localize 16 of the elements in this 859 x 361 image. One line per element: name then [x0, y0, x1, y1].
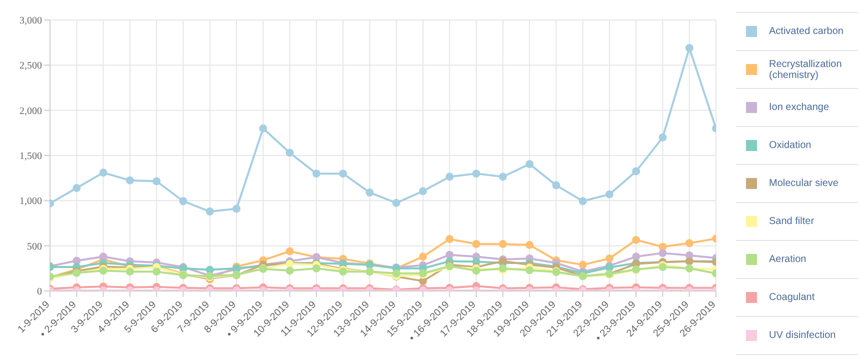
y-tick-label: 1,000: [20, 196, 42, 208]
legend-label: Oxidation: [769, 140, 812, 151]
legend-label: Ion exchange: [769, 102, 830, 113]
y-tick-label: 2,500: [20, 60, 42, 72]
legend-label: UV disinfection: [769, 330, 836, 341]
y-tick-label: 1,500: [20, 151, 42, 162]
legend-label: Activated carbon: [769, 26, 844, 37]
legend-label: Aeration: [769, 254, 806, 265]
y-tick-label: 500: [27, 241, 42, 252]
y-tick-label: 3,000: [20, 16, 42, 27]
y-tick-label: 2,000: [20, 106, 42, 117]
y-tick-label: 0: [37, 286, 42, 298]
legend-label: Molecular sieve: [769, 178, 838, 189]
legend-label: Coagulant: [769, 292, 815, 303]
legend-label: Sand filter: [769, 216, 814, 227]
legend-label: Recrystallization (chemistry): [769, 58, 843, 80]
